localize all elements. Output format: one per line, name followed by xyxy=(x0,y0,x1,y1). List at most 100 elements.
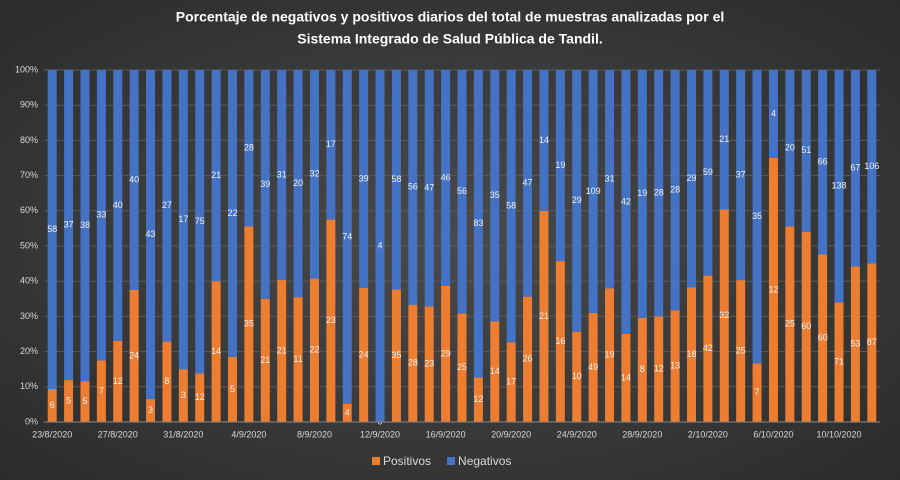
bar-segment xyxy=(834,70,844,303)
bar-segment xyxy=(752,70,762,364)
bar-segment xyxy=(572,70,582,332)
y-tick-label: 30% xyxy=(20,311,38,321)
bar-segment xyxy=(113,70,123,341)
bar-segment xyxy=(146,399,156,422)
data-label: 21 xyxy=(539,311,549,321)
data-label: 53 xyxy=(850,339,860,349)
bar-segment xyxy=(588,70,598,313)
bar-segment xyxy=(244,70,254,227)
bar-segment xyxy=(736,280,746,422)
data-label: 87 xyxy=(867,337,877,347)
data-label: 12 xyxy=(113,376,123,386)
data-label: 12 xyxy=(654,364,664,374)
data-label: 109 xyxy=(586,186,601,196)
bar-segment xyxy=(637,70,647,318)
data-label: 42 xyxy=(621,196,631,206)
bar-segment xyxy=(129,70,139,290)
bar-segment xyxy=(703,275,713,422)
data-label: 47 xyxy=(424,183,434,193)
x-tick-label: 12/9/2020 xyxy=(360,429,400,439)
data-label: 49 xyxy=(588,362,598,372)
data-label: 22 xyxy=(228,208,238,218)
data-label: 29 xyxy=(441,348,451,358)
bar-segment xyxy=(736,70,746,281)
data-label: 33 xyxy=(96,210,106,220)
data-label: 58 xyxy=(391,174,401,184)
bar-segment xyxy=(424,70,434,307)
data-label: 35 xyxy=(244,319,254,329)
bar-segment xyxy=(654,316,664,422)
chart-title: Sistema Integrado de Salud Pública de Ta… xyxy=(297,31,602,47)
x-tick-label: 27/8/2020 xyxy=(98,429,138,439)
legend-label: Negativos xyxy=(458,454,511,468)
data-label: 43 xyxy=(146,229,156,239)
bar-segment xyxy=(801,70,811,232)
bar-segment xyxy=(391,289,401,422)
bar-segment xyxy=(129,290,139,422)
data-label: 4 xyxy=(378,240,383,250)
data-label: 8 xyxy=(640,364,645,374)
data-label: 19 xyxy=(637,188,647,198)
bar-segment xyxy=(719,209,729,422)
bar-segment xyxy=(293,297,303,422)
bar-segment xyxy=(506,342,516,422)
bar-segment xyxy=(359,287,369,422)
bar-segment xyxy=(801,231,811,422)
data-label: 3 xyxy=(148,405,153,415)
data-label: 16 xyxy=(555,336,565,346)
data-label: 23 xyxy=(326,315,336,325)
bar-segment xyxy=(47,389,57,422)
data-label: 66 xyxy=(818,157,828,167)
data-label: 39 xyxy=(359,173,369,183)
data-label: 138 xyxy=(832,181,847,191)
bar-segment xyxy=(605,70,615,289)
y-tick-label: 10% xyxy=(20,381,38,391)
bar-segment xyxy=(457,313,467,422)
y-tick-label: 20% xyxy=(20,346,38,356)
bar-segment xyxy=(113,340,123,422)
data-label: 4 xyxy=(771,108,776,118)
bar-segment xyxy=(621,334,631,422)
bar-segment xyxy=(211,281,221,422)
bar-segment xyxy=(228,70,238,357)
bar-segment xyxy=(523,70,533,297)
data-label: 20 xyxy=(785,143,795,153)
x-tick-label: 20/9/2020 xyxy=(491,429,531,439)
bar-segment xyxy=(490,70,500,322)
data-label: 40 xyxy=(129,174,139,184)
y-tick-label: 90% xyxy=(20,100,38,110)
data-label: 19 xyxy=(555,160,565,170)
bar-segment xyxy=(408,70,418,305)
data-label: 28 xyxy=(654,188,664,198)
bar-segment xyxy=(768,70,778,158)
data-label: 6 xyxy=(50,400,55,410)
data-label: 7 xyxy=(99,386,104,396)
bar-segment xyxy=(228,356,238,422)
data-label: 12 xyxy=(768,284,778,294)
bar-segment xyxy=(391,70,401,290)
bar-segment xyxy=(64,380,74,422)
data-label: 21 xyxy=(719,134,729,144)
bar-segment xyxy=(309,70,319,279)
bar-segment xyxy=(670,310,680,422)
data-label: 39 xyxy=(260,179,270,189)
bar-segment xyxy=(473,377,483,422)
legend-swatch xyxy=(447,457,456,465)
bar-segment xyxy=(80,381,90,422)
data-label: 23 xyxy=(424,359,434,369)
data-label: 21 xyxy=(277,345,287,355)
bar-segment xyxy=(506,70,516,343)
bar-segment xyxy=(818,70,828,255)
x-tick-label: 23/8/2020 xyxy=(32,429,72,439)
bar-segment xyxy=(178,70,188,370)
bar-segment xyxy=(162,70,172,342)
data-label: 24 xyxy=(359,349,369,359)
data-label: 18 xyxy=(686,349,696,359)
bar-segment xyxy=(686,70,696,288)
y-tick-label: 0% xyxy=(25,416,38,426)
bar-segment xyxy=(588,312,598,422)
data-label: 25 xyxy=(785,319,795,329)
data-label: 58 xyxy=(506,200,516,210)
x-tick-label: 6/10/2020 xyxy=(753,429,793,439)
bar-segment xyxy=(834,302,844,422)
